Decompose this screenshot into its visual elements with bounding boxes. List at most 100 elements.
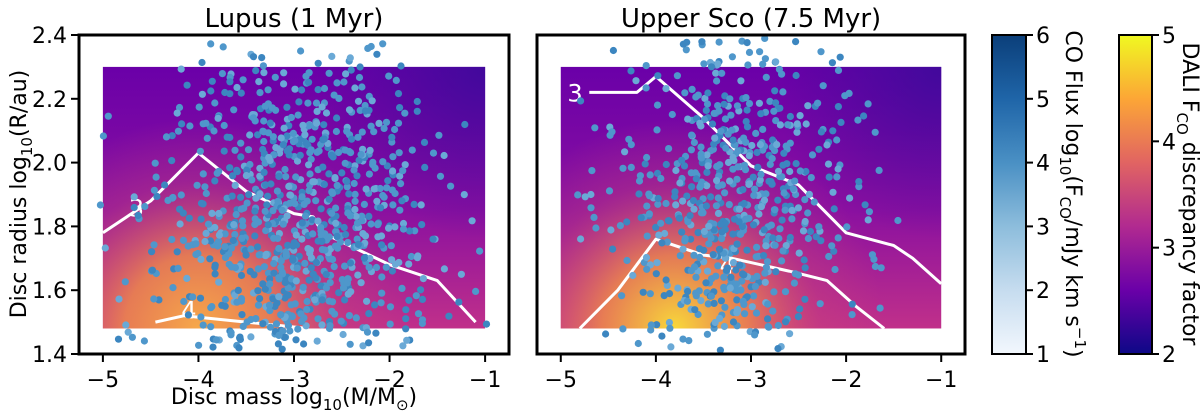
- data-point: [776, 225, 784, 233]
- data-point: [408, 146, 416, 154]
- data-point: [694, 229, 702, 237]
- data-point: [197, 215, 205, 223]
- data-point: [414, 310, 423, 318]
- data-point: [231, 146, 239, 154]
- data-point: [347, 288, 355, 296]
- data-point: [749, 173, 757, 181]
- data-point: [325, 195, 333, 203]
- data-point: [781, 206, 789, 214]
- data-point: [805, 190, 814, 198]
- data-point: [175, 103, 184, 112]
- data-point: [721, 303, 729, 311]
- data-point: [756, 141, 765, 149]
- data-point: [419, 275, 427, 283]
- data-point: [836, 53, 844, 61]
- data-point: [211, 99, 219, 107]
- y-tick-label: 1.6: [32, 279, 67, 304]
- data-point: [360, 254, 368, 262]
- data-point: [250, 271, 258, 279]
- data-point: [265, 153, 273, 162]
- data-point: [346, 259, 355, 267]
- data-point: [305, 69, 313, 77]
- data-point: [860, 112, 868, 120]
- data-point: [632, 77, 640, 85]
- data-point: [367, 122, 375, 130]
- data-point: [802, 120, 810, 128]
- data-point: [609, 245, 617, 253]
- data-point: [124, 328, 132, 336]
- data-point: [623, 256, 631, 265]
- data-point: [642, 253, 651, 262]
- colorbar-tick-label: 4: [1162, 130, 1176, 155]
- data-point: [645, 192, 654, 200]
- data-point: [277, 263, 285, 271]
- data-point: [389, 167, 397, 175]
- data-point: [180, 297, 188, 306]
- data-point: [278, 345, 286, 353]
- data-point: [355, 156, 363, 164]
- data-point: [365, 170, 373, 178]
- data-point: [406, 227, 414, 235]
- data-point: [354, 133, 362, 141]
- data-point: [259, 127, 267, 135]
- data-point: [351, 197, 359, 205]
- data-point: [703, 182, 711, 190]
- data-point: [372, 329, 380, 337]
- data-point: [602, 330, 610, 338]
- data-point: [399, 167, 407, 175]
- data-point: [388, 133, 396, 141]
- data-point: [363, 328, 372, 336]
- data-point: [293, 264, 301, 272]
- data-point: [642, 62, 650, 70]
- data-point: [260, 137, 268, 146]
- data-point: [221, 230, 229, 238]
- data-point: [741, 166, 750, 174]
- data-point: [238, 234, 246, 242]
- data-point: [196, 294, 205, 302]
- data-point: [762, 73, 770, 81]
- data-point: [786, 167, 794, 176]
- data-point: [270, 259, 278, 268]
- data-point: [211, 263, 219, 271]
- data-point: [666, 324, 674, 332]
- data-point: [743, 39, 751, 47]
- data-point: [255, 251, 263, 259]
- data-point: [740, 271, 748, 279]
- data-point: [740, 199, 748, 208]
- data-point: [308, 216, 316, 224]
- data-point: [702, 106, 710, 114]
- data-point: [302, 139, 310, 147]
- data-point: [757, 110, 765, 118]
- data-point: [225, 250, 233, 258]
- data-point: [802, 167, 810, 176]
- data-point: [717, 297, 726, 305]
- data-point: [370, 185, 378, 193]
- data-point: [618, 292, 626, 300]
- data-point: [694, 91, 702, 99]
- data-point: [269, 133, 277, 141]
- data-point: [366, 146, 374, 154]
- data-point: [148, 248, 156, 256]
- colorbar-tick-label: 2: [1162, 343, 1176, 368]
- data-point: [140, 337, 148, 345]
- data-point: [688, 131, 696, 139]
- data-point: [691, 169, 699, 177]
- data-point: [771, 87, 779, 95]
- data-point: [689, 197, 698, 205]
- data-point: [825, 252, 833, 261]
- data-point: [871, 262, 880, 271]
- data-point: [306, 170, 314, 178]
- data-point: [697, 153, 705, 161]
- data-point: [774, 196, 782, 204]
- data-point: [386, 303, 395, 311]
- data-point: [326, 322, 334, 330]
- data-point: [345, 312, 353, 320]
- data-point: [215, 231, 223, 239]
- data-point: [663, 281, 671, 289]
- data-point: [256, 89, 264, 97]
- data-point: [260, 69, 268, 77]
- data-point: [378, 241, 386, 249]
- data-point: [209, 343, 217, 351]
- data-point: [774, 321, 782, 330]
